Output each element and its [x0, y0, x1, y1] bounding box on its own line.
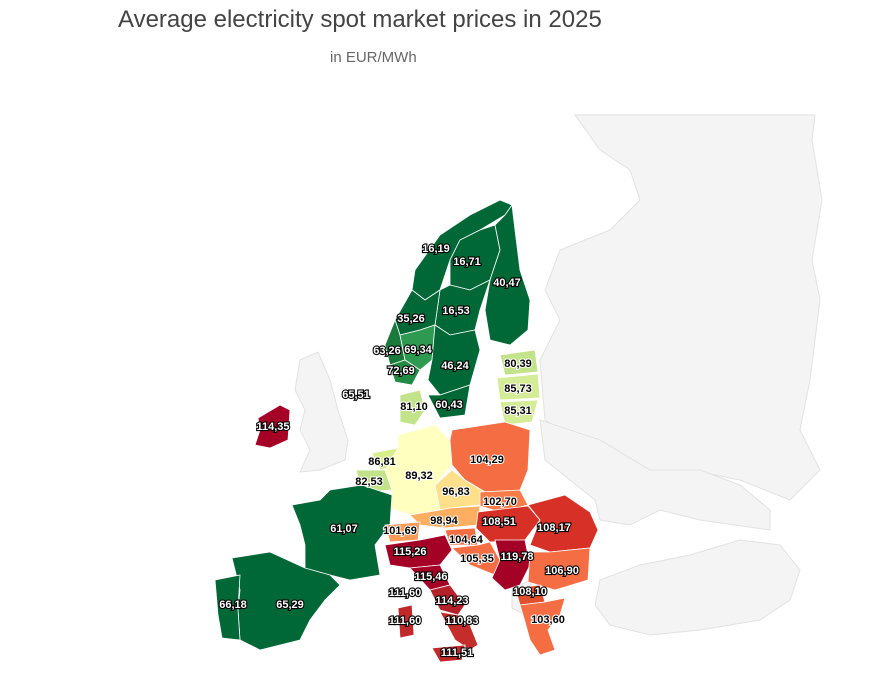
label-SE1: 16,71 — [453, 256, 481, 268]
label-GR: 103,60 — [531, 614, 565, 626]
label-BG: 106,90 — [545, 565, 579, 577]
region-NO2[interactable] — [389, 359, 421, 386]
turkey-land — [594, 539, 801, 636]
label-RS: 119,78 — [500, 551, 533, 563]
label-DK: 81,10 — [400, 401, 428, 413]
label-DE: 89,32 — [405, 470, 433, 482]
region-SE4[interactable] — [427, 384, 471, 419]
label-NO1: 69,34 — [404, 344, 432, 356]
label-IT-CS: 114,23 — [435, 595, 468, 607]
region-LT[interactable] — [499, 399, 539, 426]
ukraine-land — [539, 419, 771, 531]
region-DK[interactable] — [399, 389, 426, 426]
label-LV: 85,73 — [504, 383, 532, 395]
label-NL: 86,81 — [368, 456, 396, 468]
label-ES: 65,29 — [276, 599, 304, 611]
region-LV[interactable] — [496, 373, 541, 401]
region-BG[interactable] — [527, 547, 591, 591]
region-IT-N[interactable] — [384, 534, 453, 569]
great-britain-land — [294, 351, 349, 473]
label-IE: 114,35 — [256, 421, 289, 433]
region-IT-CS[interactable] — [429, 584, 466, 616]
label-SI: 104,64 — [449, 534, 484, 546]
region-IT-SARD[interactable] — [397, 604, 415, 639]
label-FR: 61,07 — [330, 523, 358, 535]
label-SE4: 60,43 — [435, 399, 463, 411]
label-SE3: 46,24 — [441, 360, 469, 372]
label-HR: 105,35 — [460, 553, 494, 565]
label-MK: 108,10 — [513, 586, 547, 598]
region-PT[interactable] — [214, 574, 241, 641]
label-NO4: 16,19 — [422, 243, 450, 255]
label-AT: 98,94 — [430, 515, 458, 527]
label-SE2: 16,53 — [442, 305, 470, 317]
label-IT-SARD: 111,60 — [389, 615, 421, 627]
background-land — [294, 114, 823, 636]
label-CH: 101,69 — [383, 525, 417, 537]
label-NO2: 72,69 — [387, 365, 415, 377]
region-IT-S[interactable] — [439, 611, 479, 651]
label-IT-N: 115,26 — [393, 546, 426, 558]
label-IT-SARD-N: 111,60 — [389, 587, 421, 599]
label-CZ: 96,83 — [442, 486, 470, 498]
region-RS[interactable] — [491, 539, 531, 591]
label-IT-S: 110,83 — [445, 615, 478, 627]
label-FI: 40,47 — [493, 277, 521, 289]
label-EE: 80,39 — [504, 358, 532, 370]
label-GB: 65,51 — [342, 389, 370, 401]
value-labels: 16,19 16,71 40,47 16,53 35,26 63,26 69,3… — [218, 242, 580, 660]
label-IT-SIC: 111,51 — [441, 647, 473, 659]
region-IT-SIC[interactable] — [431, 644, 466, 663]
label-PT: 66,18 — [219, 599, 247, 611]
label-BE: 82,53 — [355, 476, 383, 488]
label-NO3: 35,26 — [397, 313, 425, 325]
countries — [214, 199, 599, 663]
chart-subtitle: in EUR/MWh — [330, 49, 417, 66]
region-EE[interactable] — [499, 349, 539, 376]
label-PL: 104,29 — [470, 454, 504, 466]
region-FR[interactable] — [291, 484, 393, 581]
label-HU: 108,51 — [482, 516, 516, 528]
region-GR[interactable] — [519, 597, 566, 656]
label-NO5: 63,26 — [373, 345, 401, 357]
label-LT: 85,31 — [504, 405, 532, 417]
region-IE[interactable] — [254, 404, 291, 449]
label-IT-CN: 115,46 — [414, 571, 447, 583]
label-RO: 108,17 — [537, 522, 571, 534]
chart-title: Average electricity spot market prices i… — [118, 6, 602, 33]
label-SK: 102,70 — [483, 496, 517, 508]
